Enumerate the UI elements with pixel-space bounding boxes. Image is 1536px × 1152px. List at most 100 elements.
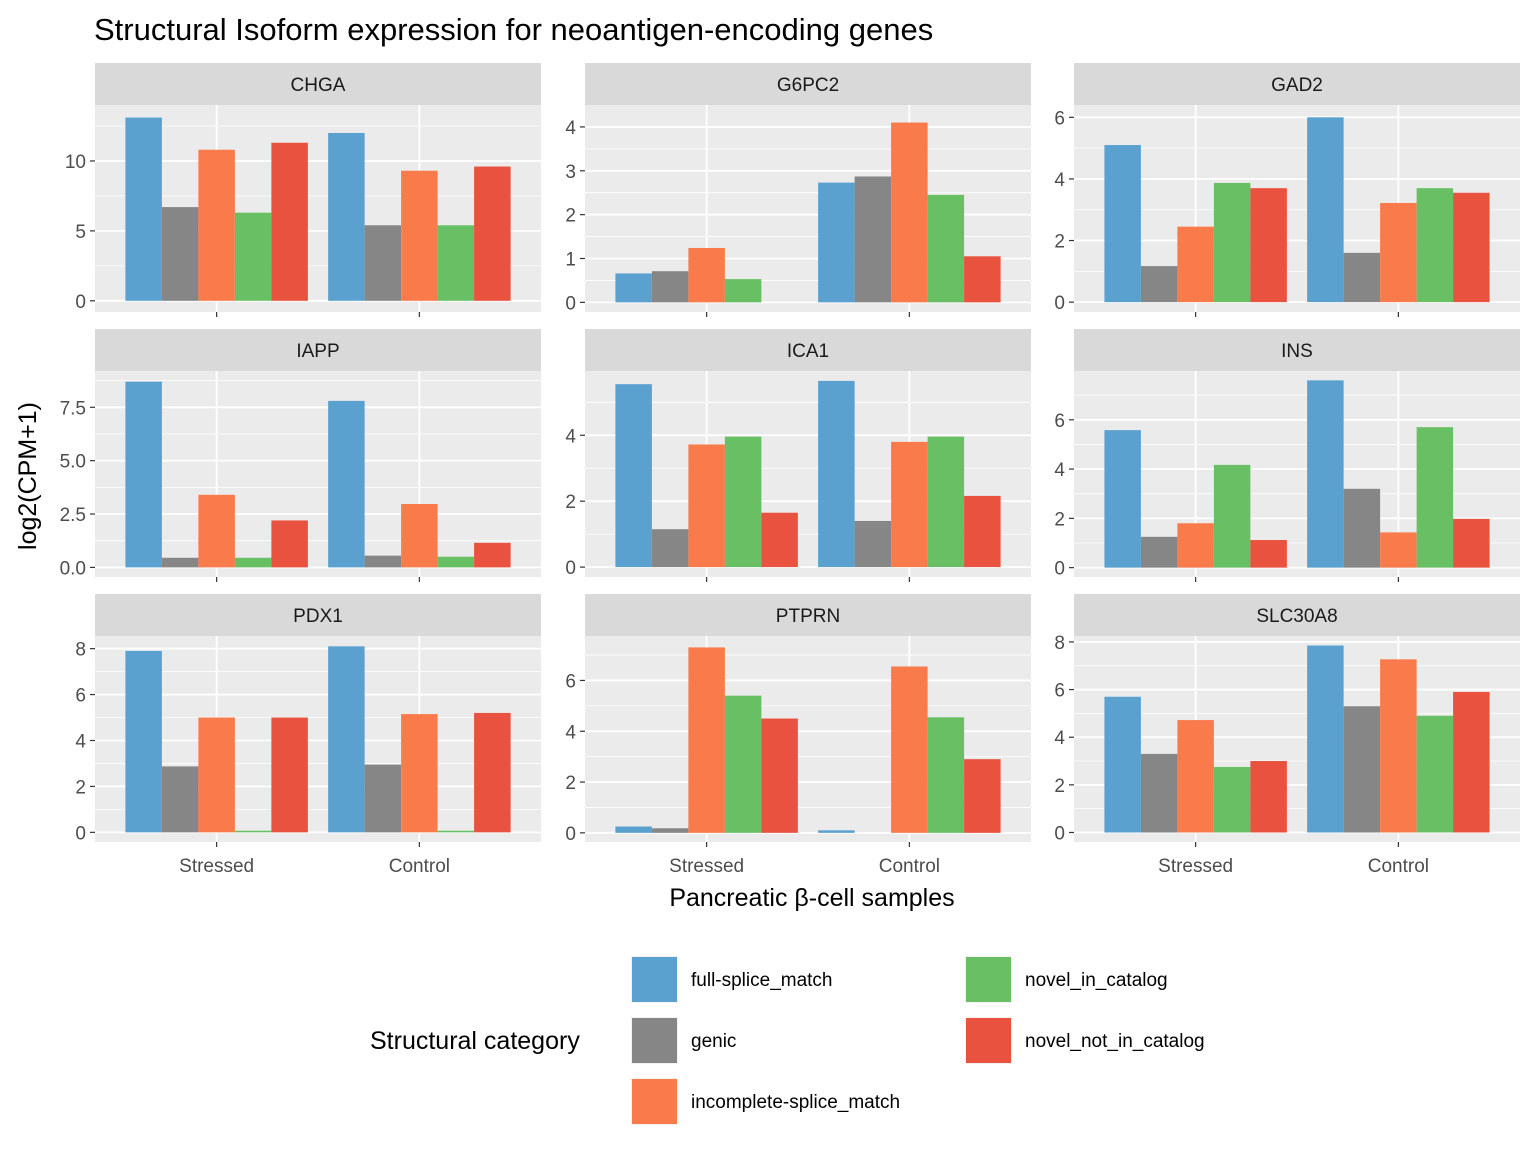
facet-strip (95, 329, 541, 371)
facet-label: CHGA (291, 75, 346, 96)
bar-genic-control (1343, 706, 1381, 833)
y-tick-label: 4 (1054, 170, 1065, 191)
y-tick-label: 2 (565, 492, 576, 513)
bar-novel_not_in_catalog-control (1453, 691, 1490, 833)
bar-full-splice_match-stressed (125, 117, 162, 301)
facet-strip (585, 594, 1031, 636)
legend-label: full-splice_match (691, 970, 833, 991)
bar-novel_not_in_catalog-control (964, 256, 1001, 303)
bar-novel_in_catalog-stressed (234, 557, 272, 568)
panel-ica1: ICA1 0 2 4 (565, 329, 1031, 582)
bar-novel_not_in_catalog-control (964, 495, 1001, 568)
bar-full-splice_match-control (328, 646, 365, 833)
facet-strip (95, 594, 541, 636)
y-tick-label: 0 (1054, 293, 1065, 314)
bar-incomplete-splice_match-stressed (1177, 523, 1214, 568)
facet-label: GAD2 (1271, 75, 1323, 96)
bar-novel_in_catalog-stressed (1213, 182, 1251, 303)
bar-genic-control (854, 520, 892, 568)
legend-swatch (966, 957, 1011, 1002)
bar-novel_in_catalog-stressed (234, 830, 272, 833)
facet-strip (585, 63, 1031, 105)
bar-full-splice_match-control (1307, 380, 1344, 568)
bar-novel_not_in_catalog-stressed (271, 520, 308, 568)
bar-incomplete-splice_match-control (401, 503, 438, 568)
bar-incomplete-splice_match-control (401, 170, 438, 301)
y-tick-label: 2 (75, 777, 86, 798)
bar-full-splice_match-control (1307, 117, 1344, 303)
y-tick-label: 8 (75, 640, 86, 661)
facet-strip (1074, 329, 1520, 371)
y-tick-label: 6 (565, 671, 576, 692)
x-tick-label: Control (879, 856, 940, 877)
y-tick-label: 2 (565, 773, 576, 794)
facet-label: SLC30A8 (1256, 606, 1337, 627)
bar-full-splice_match-stressed (615, 384, 652, 568)
bar-novel_in_catalog-stressed (724, 436, 762, 568)
bar-genic-control (364, 764, 402, 833)
legend-label: novel_not_in_catalog (1025, 1031, 1205, 1052)
bar-genic-control (854, 176, 892, 303)
facet-label: INS (1281, 341, 1313, 362)
bar-genic-stressed (1140, 266, 1178, 303)
bar-incomplete-splice_match-control (891, 666, 928, 833)
y-tick-label: 4 (565, 722, 576, 743)
panel-slc30a8: SLC30A8 0 2 4 6 8 Stressed Control (1054, 594, 1520, 877)
y-tick-label: 0 (75, 292, 86, 313)
bar-incomplete-splice_match-stressed (198, 717, 235, 833)
bar-genic-stressed (651, 529, 689, 568)
bar-incomplete-splice_match-control (891, 122, 928, 303)
bar-novel_in_catalog-stressed (1213, 766, 1251, 833)
panel-iapp: IAPP 0.0 2.5 5.0 7.5 (60, 329, 541, 582)
facet-label: PDX1 (293, 606, 343, 627)
y-tick-label: 2 (1054, 232, 1065, 253)
y-tick-label: 4 (565, 426, 576, 447)
bar-full-splice_match-stressed (615, 826, 652, 833)
legend-label: incomplete-splice_match (691, 1092, 900, 1113)
bar-full-splice_match-control (328, 132, 365, 301)
bar-novel_in_catalog-control (437, 556, 475, 568)
facet-strip (1074, 63, 1520, 105)
bar-novel_in_catalog-control (927, 436, 965, 568)
bar-novel_in_catalog-control (927, 194, 965, 303)
facet-strip (1074, 594, 1520, 636)
bar-incomplete-splice_match-stressed (1177, 720, 1214, 833)
bar-novel_not_in_catalog-stressed (1250, 761, 1287, 833)
legend-item-incomplete-splice_match: incomplete-splice_match (631, 1078, 900, 1125)
y-axis-title: log2(CPM+1) (14, 402, 42, 550)
bar-novel_not_in_catalog-stressed (761, 718, 798, 833)
legend-swatch (632, 1018, 677, 1063)
bar-full-splice_match-stressed (1104, 430, 1141, 568)
bar-genic-stressed (651, 271, 689, 303)
y-tick-label: 4 (1054, 460, 1065, 481)
y-tick-label: 0 (1054, 823, 1065, 844)
facet-label: PTPRN (776, 606, 840, 627)
bar-full-splice_match-control (328, 400, 365, 568)
bar-novel_in_catalog-control (1416, 427, 1454, 568)
y-tick-label: 10 (65, 152, 86, 173)
bar-full-splice_match-control (1307, 645, 1344, 833)
bar-full-splice_match-control (818, 182, 855, 303)
bar-novel_not_in_catalog-stressed (1250, 188, 1287, 303)
x-tick-label: Stressed (179, 856, 254, 877)
bar-genic-stressed (1140, 536, 1178, 568)
bar-novel_not_in_catalog-control (474, 542, 511, 568)
legend-swatch (966, 1018, 1011, 1063)
y-tick-label: 6 (1054, 681, 1065, 702)
y-tick-label: 0 (75, 823, 86, 844)
legend-label: novel_in_catalog (1025, 970, 1168, 991)
panel-ptprn: PTPRN 0 2 4 6 Stressed Control (565, 594, 1031, 877)
x-tick-label: Stressed (1158, 856, 1233, 877)
bar-incomplete-splice_match-stressed (688, 444, 725, 568)
bar-genic-stressed (161, 766, 199, 833)
x-tick-label: Control (1368, 856, 1429, 877)
bar-novel_in_catalog-stressed (234, 212, 272, 301)
bar-genic-control (364, 555, 402, 568)
x-tick-label: Control (389, 856, 450, 877)
y-tick-label: 4 (75, 731, 86, 752)
bar-novel_not_in_catalog-control (964, 759, 1001, 833)
bar-full-splice_match-stressed (615, 273, 652, 303)
y-tick-label: 2.5 (60, 505, 86, 526)
y-tick-label: 2 (1054, 776, 1065, 797)
bar-full-splice_match-stressed (125, 381, 162, 568)
